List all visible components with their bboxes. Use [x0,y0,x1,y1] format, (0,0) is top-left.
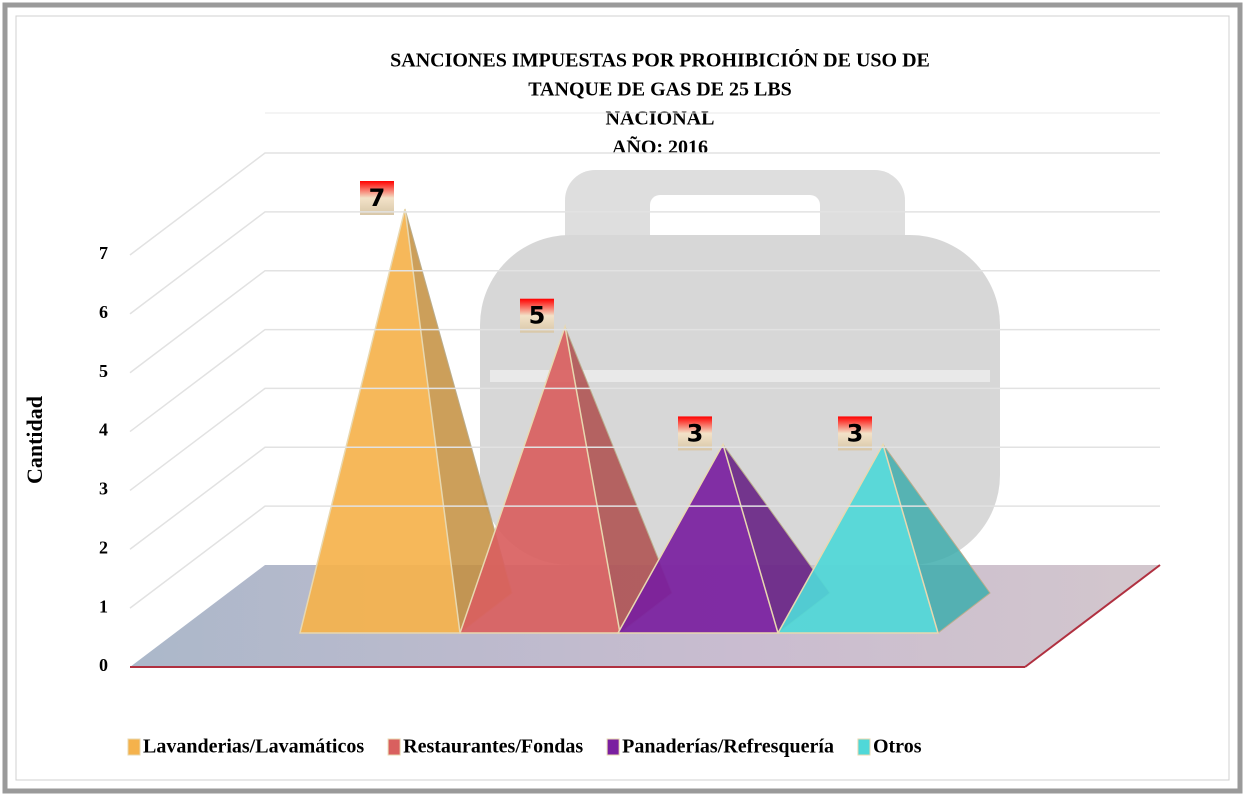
y-tick-label: 5 [99,361,108,381]
legend-swatch [607,739,619,755]
y-tick-label: 6 [99,302,108,322]
legend-label: Otros [873,736,922,758]
legend-swatch [128,739,140,755]
legend-label: Restaurantes/Fondas [403,736,583,758]
legend-label: Panaderías/Refresquería [622,736,834,758]
legend-swatch [388,739,400,755]
chart-title: TANQUE DE GAS DE 25 LBS [528,79,792,101]
y-tick-label: 3 [99,479,108,499]
y-tick-label: 4 [99,420,108,440]
y-tick-label: 1 [99,596,108,616]
legend-swatch [858,739,870,755]
y-tick-label: 7 [99,243,108,263]
value-label: 3 [847,419,864,447]
chart-title: NACIONAL [606,108,715,130]
legend-label: Lavanderias/Lavamáticos [143,736,364,758]
value-label: 3 [687,419,704,447]
value-label: 7 [369,184,386,212]
chart-title: SANCIONES IMPUESTAS POR PROHIBICIÓN DE U… [390,48,930,72]
chart-title: AÑO: 2016 [612,136,708,159]
value-label: 5 [529,302,546,330]
y-axis-label: Cantidad [22,396,47,484]
chart: Cantidad 7 5 3 3 SANCIONES IMPUESTAS POR PR… [0,0,1245,796]
y-tick-label: 2 [99,537,108,557]
y-tick-label: 0 [99,655,108,675]
